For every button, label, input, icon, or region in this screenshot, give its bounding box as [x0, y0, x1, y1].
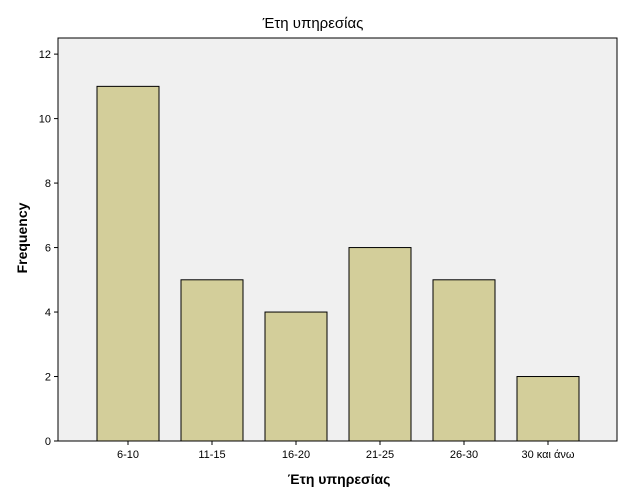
y-tick-label: 4 [45, 307, 51, 319]
bar-6 [516, 376, 580, 442]
x-axis-ticks: 6-10 11-15 16-20 21-25 26-30 30 και άνω [117, 441, 575, 461]
chart-title: Έτη υπηρεσίας [262, 15, 364, 32]
x-tick-label: 30 και άνω [522, 449, 575, 461]
y-tick-label: 6 [45, 243, 51, 255]
bar-1 [96, 85, 160, 442]
y-tick-label: 12 [39, 49, 51, 61]
bar-2 [180, 279, 244, 442]
y-tick-label: 2 [45, 372, 51, 384]
x-axis-label: Έτη υπηρεσίας [288, 471, 391, 487]
y-axis-label: Frequency [14, 202, 30, 273]
y-axis-ticks: 0 2 4 6 8 10 12 [39, 49, 58, 448]
bar-3 [264, 311, 328, 442]
x-tick-label: 26-30 [450, 449, 478, 461]
x-tick-label: 21-25 [366, 449, 394, 461]
y-tick-label: 10 [39, 114, 51, 126]
y-tick-label: 0 [45, 436, 51, 448]
x-tick-label: 16-20 [282, 449, 310, 461]
bar-5 [432, 279, 496, 442]
x-tick-label: 11-15 [198, 449, 225, 461]
bar-4 [348, 247, 412, 442]
x-tick-label: 6-10 [117, 449, 139, 461]
y-tick-label: 8 [45, 178, 51, 190]
bars [96, 85, 580, 442]
